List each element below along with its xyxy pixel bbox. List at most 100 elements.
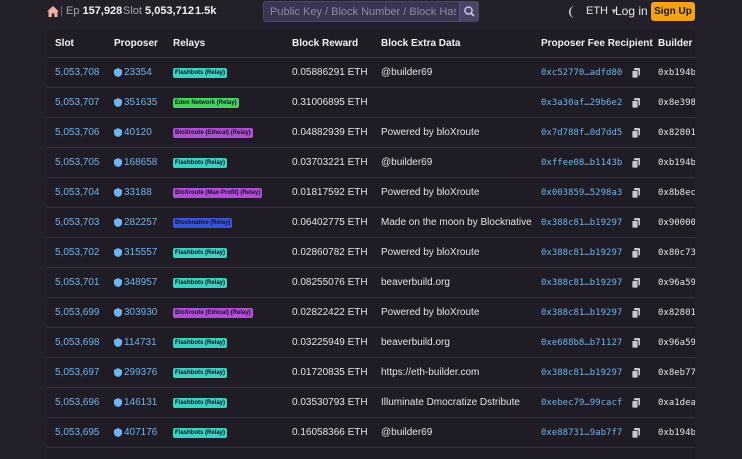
copy-icon[interactable] bbox=[632, 398, 640, 408]
relay-badge[interactable]: Eden Network (Relay) bbox=[173, 98, 239, 108]
copy-icon[interactable] bbox=[632, 368, 640, 378]
relay-badge[interactable]: BloXroute (Ethical) (Relay) bbox=[173, 308, 253, 318]
copy-icon[interactable] bbox=[632, 128, 640, 138]
builder-link[interactable]: 0x82801 bbox=[658, 128, 695, 138]
search-button[interactable] bbox=[459, 2, 478, 21]
fee-recipient-link[interactable]: 0x3a30af…29b6e2 bbox=[541, 98, 623, 108]
relay-badge[interactable]: Flashbots (Relay) bbox=[173, 248, 228, 258]
fee-recipient-link[interactable]: 0x388c81…b19297 bbox=[541, 368, 623, 378]
header-block-reward[interactable]: Block Reward bbox=[292, 38, 359, 49]
builder-link[interactable]: 0x96a59 bbox=[658, 338, 695, 348]
copy-icon[interactable] bbox=[632, 188, 640, 198]
relay-badge[interactable]: Flashbots (Relay) bbox=[173, 278, 228, 288]
copy-icon[interactable] bbox=[632, 68, 640, 78]
gas-stat[interactable]: 1.5k bbox=[195, 5, 216, 17]
epoch-stat[interactable]: Ep 157,928 bbox=[66, 5, 122, 17]
block-reward: 0.03530793 ETH bbox=[292, 397, 368, 408]
builder-link[interactable]: 0x90000 bbox=[658, 218, 695, 228]
proposer-link[interactable]: 168658 bbox=[124, 157, 158, 168]
fee-recipient-link[interactable]: 0xe688b8…b71127 bbox=[541, 338, 623, 348]
copy-icon[interactable] bbox=[632, 428, 640, 438]
copy-icon[interactable] bbox=[632, 338, 640, 348]
builder-link[interactable]: 0xa1dea bbox=[658, 398, 695, 408]
fee-recipient-link[interactable]: 0x388c81…b19297 bbox=[541, 278, 623, 288]
fee-recipient-link[interactable]: 0x388c81…b19297 bbox=[541, 308, 623, 318]
login-link[interactable]: Log in bbox=[615, 4, 648, 18]
fee-recipient-link[interactable]: 0x7d788f…0d7dd5 bbox=[541, 128, 623, 138]
signup-button[interactable]: Sign Up bbox=[651, 2, 695, 21]
relay-badge[interactable]: Flashbots (Relay) bbox=[173, 338, 228, 348]
search-input[interactable] bbox=[270, 4, 456, 19]
builder-link[interactable]: 0x80c73 bbox=[658, 248, 695, 258]
slot-link[interactable]: 5,053,707 bbox=[55, 97, 100, 108]
copy-icon[interactable] bbox=[632, 248, 640, 258]
builder-link[interactable]: 0xb194b bbox=[658, 68, 695, 78]
copy-icon[interactable] bbox=[632, 218, 640, 228]
slot-link[interactable]: 5,053,708 bbox=[55, 67, 100, 78]
slot-link[interactable]: 5,053,704 bbox=[55, 187, 100, 198]
moon-icon[interactable] bbox=[569, 6, 577, 18]
header-fee-recipient[interactable]: Proposer Fee Recipient bbox=[541, 38, 653, 49]
builder-link[interactable]: 0x96a59 bbox=[658, 278, 695, 288]
header-proposer[interactable]: Proposer bbox=[114, 38, 158, 49]
proposer-link[interactable]: 40120 bbox=[124, 127, 152, 138]
proposer-link[interactable]: 282257 bbox=[124, 217, 158, 228]
network-selector[interactable]: ETH ▼ bbox=[586, 5, 618, 17]
copy-icon[interactable] bbox=[632, 98, 640, 108]
relay-badge[interactable]: Flashbots (Relay) bbox=[173, 368, 228, 378]
proposer-link[interactable]: 23354 bbox=[124, 67, 152, 78]
home-icon[interactable] bbox=[47, 6, 59, 17]
builder-link[interactable]: 0x8e398 bbox=[658, 98, 695, 108]
slot-link[interactable]: 5,053,701 bbox=[55, 277, 100, 288]
slot-stat[interactable]: Slot 5,053,712 bbox=[123, 5, 194, 17]
relay-badge[interactable]: Flashbots (Relay) bbox=[173, 398, 228, 408]
proposer-link[interactable]: 348957 bbox=[124, 277, 158, 288]
copy-icon[interactable] bbox=[632, 158, 640, 168]
copy-icon[interactable] bbox=[632, 278, 640, 288]
fee-recipient-link[interactable]: 0xe88731…9ab7f7 bbox=[541, 428, 623, 438]
fee-recipient-link[interactable]: 0xc52770…adfd80 bbox=[541, 68, 623, 78]
proposer-link[interactable]: 351635 bbox=[124, 97, 158, 108]
builder-link[interactable]: 0x8b8ec bbox=[658, 188, 695, 198]
proposer-link[interactable]: 114731 bbox=[124, 337, 157, 348]
proposer-link[interactable]: 407176 bbox=[124, 427, 158, 438]
copy-icon[interactable] bbox=[632, 308, 640, 318]
relay-badge[interactable]: BloXroute (Ethical) (Relay) bbox=[173, 128, 253, 138]
fee-recipient-link[interactable]: 0x388c81…b19297 bbox=[541, 218, 623, 228]
header-slot[interactable]: Slot bbox=[55, 38, 74, 49]
slot-link[interactable]: 5,053,696 bbox=[55, 397, 100, 408]
slot-link[interactable]: 5,053,703 bbox=[55, 217, 100, 228]
proposer-link[interactable]: 33188 bbox=[124, 187, 152, 198]
relay-badge[interactable]: Flashbots (Relay) bbox=[173, 428, 228, 438]
slot-label: Slot bbox=[123, 5, 142, 17]
builder-link[interactable]: 0xb194b bbox=[658, 428, 695, 438]
header-relays[interactable]: Relays bbox=[173, 38, 206, 49]
fee-recipient-link[interactable]: 0xffee08…b1143b bbox=[541, 158, 623, 168]
block-extra-data: beaverbuild.org bbox=[381, 337, 450, 348]
builder-link[interactable]: 0x8eb77 bbox=[658, 368, 695, 378]
slot-link[interactable]: 5,053,706 bbox=[55, 127, 100, 138]
slot-link[interactable]: 5,053,702 bbox=[55, 247, 100, 258]
relay-badge[interactable]: Flashbots (Relay) bbox=[173, 68, 228, 78]
relay-badge[interactable]: Flashbots (Relay) bbox=[173, 158, 228, 168]
fee-recipient-link[interactable]: 0xebec79…99cacf bbox=[541, 398, 623, 408]
slot-link[interactable]: 5,053,699 bbox=[55, 307, 100, 318]
proposer-link[interactable]: 299376 bbox=[124, 367, 158, 378]
fee-recipient-link[interactable]: 0x388c81…b19297 bbox=[541, 248, 623, 258]
slot-link[interactable]: 5,053,698 bbox=[55, 337, 100, 348]
slot-link[interactable]: 5,053,705 bbox=[55, 157, 100, 168]
slot-link[interactable]: 5,053,695 bbox=[55, 427, 100, 438]
proposer-link[interactable]: 315557 bbox=[124, 247, 158, 258]
builder-link[interactable]: 0x82801 bbox=[658, 308, 695, 318]
blocks-table: Slot Proposer Relays Block Reward Block … bbox=[47, 29, 695, 459]
builder-link[interactable]: 0xb194b bbox=[658, 158, 695, 168]
relay-badge[interactable]: BloXroute (Max-Profit) (Relay) bbox=[173, 188, 263, 198]
proposer-link[interactable]: 303930 bbox=[124, 307, 158, 318]
fee-recipient-link[interactable]: 0x003859…5298a3 bbox=[541, 188, 623, 198]
relay-badge[interactable]: Blocknative (Relay) bbox=[173, 218, 233, 228]
header-block-extra-data[interactable]: Block Extra Data bbox=[381, 38, 461, 49]
header-builder[interactable]: Builder bbox=[658, 38, 693, 49]
proposer-link[interactable]: 146131 bbox=[124, 397, 158, 408]
slot-link[interactable]: 5,053,697 bbox=[55, 367, 100, 378]
table-row: 5,053,707 351635 Eden Network (Relay) 0.310… bbox=[47, 88, 695, 118]
